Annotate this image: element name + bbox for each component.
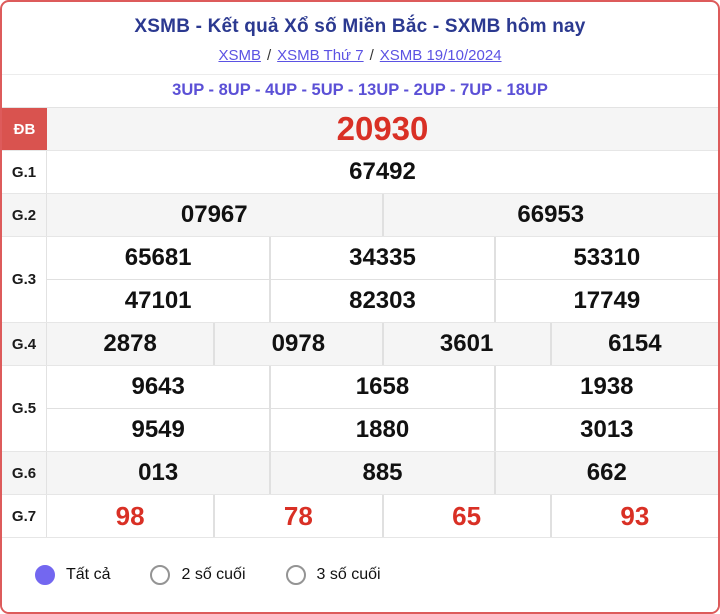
prize-number: 65: [381, 495, 550, 537]
prize-row-g1: G.1 67492: [2, 151, 718, 194]
prize-row-label: G.3: [2, 237, 47, 322]
prize-number: 66953: [381, 194, 719, 236]
prize-value-line: 67492: [47, 151, 718, 193]
prize-number: 885: [269, 452, 493, 494]
filter-option-2[interactable]: 3 số cuối: [285, 565, 381, 585]
prize-row-values: 20930: [47, 108, 718, 150]
prize-number: 78: [213, 495, 381, 537]
prize-row-label: G.4: [2, 323, 47, 365]
prize-row-g4: G.4 2878 0978 3601 6154: [2, 323, 718, 366]
results-table: ĐB 20930 G.1 67492 G.2 07967 66953 G.3 65681 3433…: [2, 107, 718, 538]
radio-unselected-icon[interactable]: [285, 565, 306, 585]
header: XSMB - Kết quả Xổ số Miền Bắc - SXMB hôm…: [2, 2, 718, 75]
prize-number: 07967: [180, 201, 248, 228]
prize-row-g3: G.3 65681 34335 53310 47101 82303 17749: [2, 237, 718, 323]
filter-option-label: 2 số cuối: [181, 566, 246, 583]
prize-row-values: 07967 66953: [47, 194, 718, 236]
prize-value-line: 2878 0978 3601 6154: [47, 323, 718, 365]
prize-number: 3601: [381, 323, 550, 365]
prize-number: 1880: [269, 409, 493, 451]
prize-number: 20930: [336, 110, 429, 147]
prize-value-line: 20930: [47, 108, 718, 150]
prize-number: 17749: [493, 280, 718, 322]
prize-number: 662: [493, 452, 718, 494]
filter-option-label: Tất cả: [66, 566, 111, 583]
filter-bar: Tất cả 2 số cuối 3 số cuối: [2, 538, 718, 612]
prize-number: 1938: [493, 366, 718, 408]
prize-number: 9643: [131, 373, 185, 400]
prize-number: 65681: [124, 244, 192, 271]
prize-value-line: 65681 34335 53310: [47, 237, 718, 279]
breadcrumb-separator: /: [369, 47, 374, 64]
prize-row-values: 2878 0978 3601 6154: [47, 323, 718, 365]
prize-row-values: 98 78 65 93: [47, 495, 718, 537]
prize-row-label: ĐB: [2, 108, 47, 150]
prize-number: 0978: [213, 323, 381, 365]
prize-number: 98: [115, 500, 145, 531]
prize-row-g5: G.5 9643 1658 1938 9549 1880 3013: [2, 366, 718, 452]
prize-value-line: 98 78 65 93: [47, 495, 718, 537]
prize-number: 6154: [549, 323, 718, 365]
prize-value-line: 07967 66953: [47, 194, 718, 236]
prize-row-values: 013 885 662: [47, 452, 718, 494]
breadcrumb: XSMB / XSMB Thứ 7 / XSMB 19/10/2024: [2, 47, 718, 75]
prize-row-g6: G.6 013 885 662: [2, 452, 718, 495]
prize-row-values: 9643 1658 1938 9549 1880 3013: [47, 366, 718, 451]
prize-number: 93: [549, 495, 718, 537]
prize-value-line: 9643 1658 1938: [47, 366, 718, 408]
prize-number: 82303: [269, 280, 493, 322]
prize-row-label: G.2: [2, 194, 47, 236]
prize-row-label: G.7: [2, 495, 47, 537]
prize-number: 3013: [493, 409, 718, 451]
breadcrumb-link[interactable]: XSMB: [218, 47, 261, 64]
prize-number: 47101: [124, 287, 192, 314]
prize-number: 9549: [131, 416, 185, 443]
prize-value-line: 013 885 662: [47, 452, 718, 494]
prize-number: 67492: [349, 158, 416, 185]
prize-row-label: G.6: [2, 452, 47, 494]
prize-row-values: 65681 34335 53310 47101 82303 17749: [47, 237, 718, 322]
filter-option-1[interactable]: 2 số cuối: [150, 565, 246, 585]
prize-row-values: 67492: [47, 151, 718, 193]
prize-number: 013: [138, 459, 179, 486]
prize-number: 1658: [269, 366, 493, 408]
prize-number: 34335: [269, 237, 493, 279]
filter-option-0[interactable]: Tất cả: [35, 565, 110, 585]
prize-row-g7: G.7 98 78 65 93: [2, 495, 718, 538]
prize-row-label: G.5: [2, 366, 47, 451]
breadcrumb-separator: /: [266, 47, 272, 64]
prize-row-đb: ĐB 20930: [2, 108, 718, 151]
breadcrumb-link[interactable]: XSMB Thứ 7: [277, 47, 364, 64]
radio-selected-icon[interactable]: [35, 565, 55, 585]
prize-value-line: 47101 82303 17749: [47, 279, 718, 322]
prize-number: 53310: [493, 237, 718, 279]
prize-row-label: G.1: [2, 151, 47, 193]
prize-number: 2878: [103, 330, 157, 357]
draw-codes-subtitle: 3UP - 8UP - 4UP - 5UP - 13UP - 2UP - 7UP…: [172, 81, 548, 99]
filter-option-label: 3 số cuối: [316, 566, 381, 583]
page-title: XSMB - Kết quả Xổ số Miền Bắc - SXMB hôm…: [134, 16, 586, 37]
breadcrumb-link[interactable]: XSMB 19/10/2024: [379, 47, 502, 64]
prize-row-g2: G.2 07967 66953: [2, 194, 718, 237]
prize-value-line: 9549 1880 3013: [47, 408, 718, 451]
radio-unselected-icon[interactable]: [150, 565, 171, 585]
